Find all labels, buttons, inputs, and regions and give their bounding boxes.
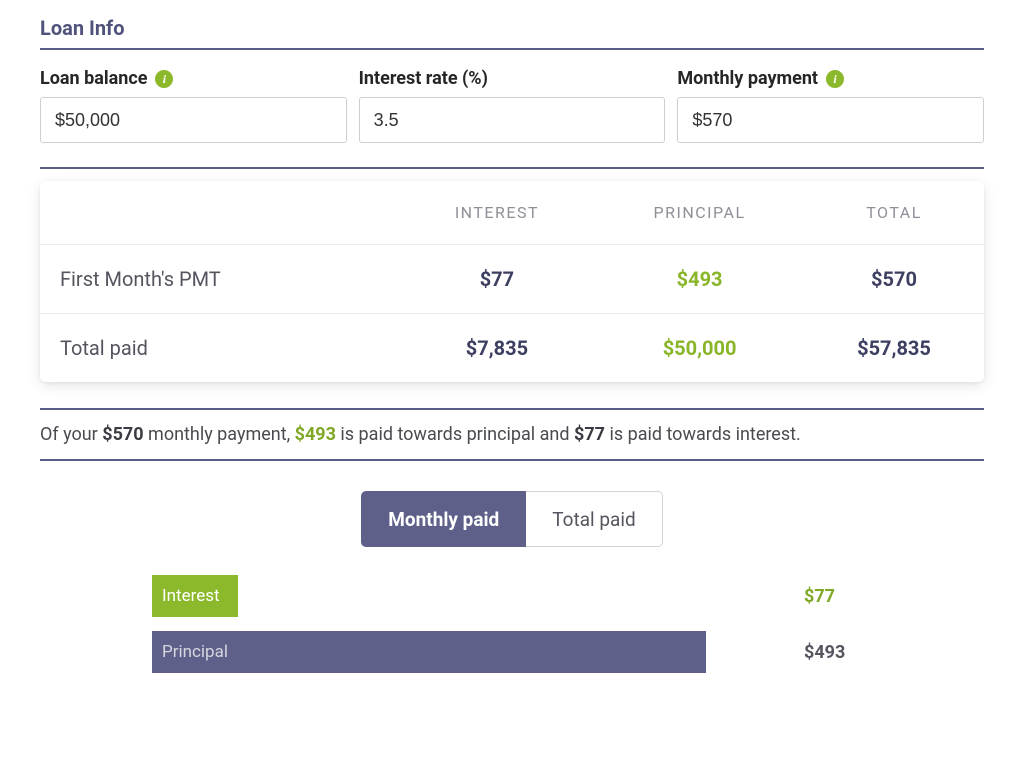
tab-monthly-paid[interactable]: Monthly paid	[361, 491, 526, 547]
tab-total-paid[interactable]: Total paid	[526, 491, 662, 547]
field-monthly-payment: Monthly payment i	[677, 68, 984, 143]
input-loan-balance[interactable]	[40, 97, 347, 143]
cell-first-month-total: $570	[804, 245, 984, 314]
summary-principal-amount: $493	[295, 424, 336, 445]
section-title-loan-info: Loan Info	[40, 16, 984, 50]
row-label-first-month: First Month's PMT	[40, 245, 399, 314]
summary-monthly-amount: $570	[102, 424, 143, 445]
col-interest: INTEREST	[399, 181, 595, 245]
payment-bar-chart: Interest $77 Principal $493	[152, 575, 872, 673]
cell-total-paid-interest: $7,835	[399, 314, 595, 383]
label-loan-balance-text: Loan balance	[40, 68, 147, 89]
summary-interest-amount: $77	[574, 424, 605, 445]
field-loan-balance: Loan balance i	[40, 68, 347, 143]
chart-bar: Interest	[152, 575, 238, 617]
divider	[40, 459, 984, 461]
row-label-total-paid: Total paid	[40, 314, 399, 383]
payment-breakdown-table: INTEREST PRINCIPAL TOTAL First Month's P…	[40, 181, 984, 382]
summary-sentence: Of your $570 monthly payment, $493 is pa…	[40, 410, 984, 459]
input-fields-row: Loan balance i Interest rate (%) Monthly…	[40, 68, 984, 143]
label-loan-balance: Loan balance i	[40, 68, 347, 89]
bar-track: Interest	[152, 575, 792, 617]
col-total: TOTAL	[804, 181, 984, 245]
col-principal: PRINCIPAL	[595, 181, 804, 245]
payment-breakdown-card: INTEREST PRINCIPAL TOTAL First Month's P…	[40, 181, 984, 382]
bar-track: Principal	[152, 631, 792, 673]
cell-total-paid-principal: $50,000	[595, 314, 804, 383]
label-interest-rate: Interest rate (%)	[359, 68, 666, 89]
field-interest-rate: Interest rate (%)	[359, 68, 666, 143]
input-interest-rate[interactable]	[359, 97, 666, 143]
label-monthly-payment: Monthly payment i	[677, 68, 984, 89]
label-interest-rate-text: Interest rate (%)	[359, 68, 488, 89]
chart-bar-value: $493	[804, 642, 845, 663]
table-row: First Month's PMT $77 $493 $570	[40, 245, 984, 314]
chart-bar: Principal	[152, 631, 706, 673]
info-icon[interactable]: i	[826, 70, 844, 88]
divider	[40, 167, 984, 169]
bar-row: Principal $493	[152, 631, 872, 673]
chart-bar-value: $77	[804, 586, 835, 607]
col-blank	[40, 181, 399, 245]
summary-text: monthly payment,	[144, 424, 295, 445]
info-icon[interactable]: i	[155, 70, 173, 88]
summary-text: is paid towards interest.	[605, 424, 801, 445]
summary-text: is paid towards principal and	[336, 424, 574, 445]
chart-tabs: Monthly paid Total paid	[40, 491, 984, 547]
table-header-row: INTEREST PRINCIPAL TOTAL	[40, 181, 984, 245]
input-monthly-payment[interactable]	[677, 97, 984, 143]
cell-first-month-interest: $77	[399, 245, 595, 314]
label-monthly-payment-text: Monthly payment	[677, 68, 818, 89]
table-row: Total paid $7,835 $50,000 $57,835	[40, 314, 984, 383]
cell-first-month-principal: $493	[595, 245, 804, 314]
summary-text: Of your	[40, 424, 102, 445]
cell-total-paid-total: $57,835	[804, 314, 984, 383]
bar-row: Interest $77	[152, 575, 872, 617]
